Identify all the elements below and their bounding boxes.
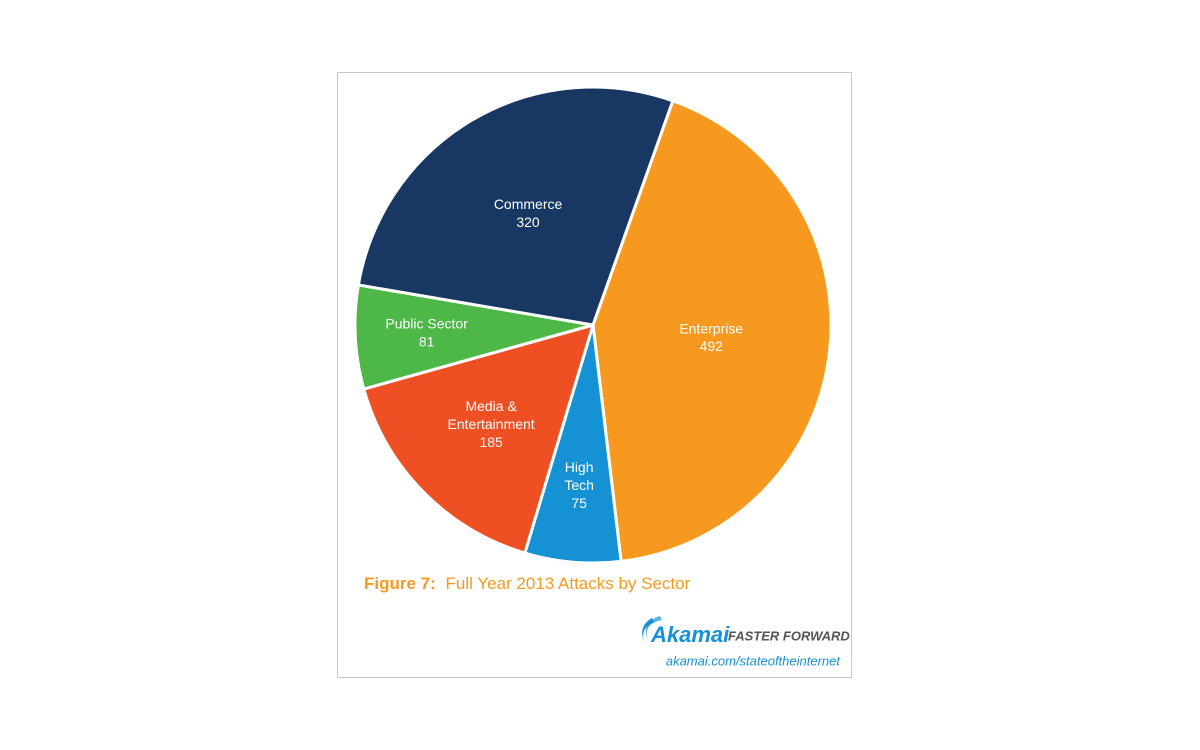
slice-category: Commerce bbox=[494, 196, 563, 212]
pie-slice bbox=[353, 283, 594, 391]
logo-wave bbox=[642, 618, 654, 642]
category-line: Public Sector bbox=[385, 315, 468, 331]
title-label: Figure 7: bbox=[364, 574, 436, 593]
category-line: Commerce bbox=[494, 196, 563, 212]
logo-text: Akamai bbox=[650, 622, 730, 647]
pie-slice bbox=[361, 322, 596, 555]
slice-category: High Tech bbox=[564, 459, 594, 493]
pie: Enterprise 492 High Tech 75 Media & Entertainm… bbox=[353, 85, 833, 565]
category-line: Entertainment bbox=[448, 416, 535, 432]
slice-category: Enterprise bbox=[679, 320, 743, 336]
slice-category: Media & Entertainment bbox=[448, 398, 535, 432]
logo-wave bbox=[645, 616, 662, 642]
title-text: Full Year 2013 Attacks by Sector bbox=[446, 574, 691, 593]
pie-slice bbox=[356, 85, 675, 327]
slice-value: 81 bbox=[419, 333, 435, 349]
slice-value: 185 bbox=[479, 434, 503, 450]
pie-slice bbox=[591, 98, 833, 564]
category-line: Media & bbox=[465, 398, 517, 414]
slice-value: 75 bbox=[571, 495, 587, 511]
url: akamai.com/stateoftheinternet bbox=[666, 653, 842, 668]
slice-value: 320 bbox=[516, 214, 540, 230]
logo: Akamai FASTER FORWARD akamai.com/stateof… bbox=[642, 616, 850, 668]
slice-category: Public Sector bbox=[385, 315, 468, 331]
tagline: FASTER FORWARD bbox=[728, 628, 850, 643]
category-line: High bbox=[565, 459, 594, 475]
slice-value: 492 bbox=[700, 338, 724, 354]
chart-title: Figure 7: Full Year 2013 Attacks by Sect… bbox=[364, 574, 691, 593]
category-line: Enterprise bbox=[679, 320, 743, 336]
category-line: Tech bbox=[564, 477, 594, 493]
